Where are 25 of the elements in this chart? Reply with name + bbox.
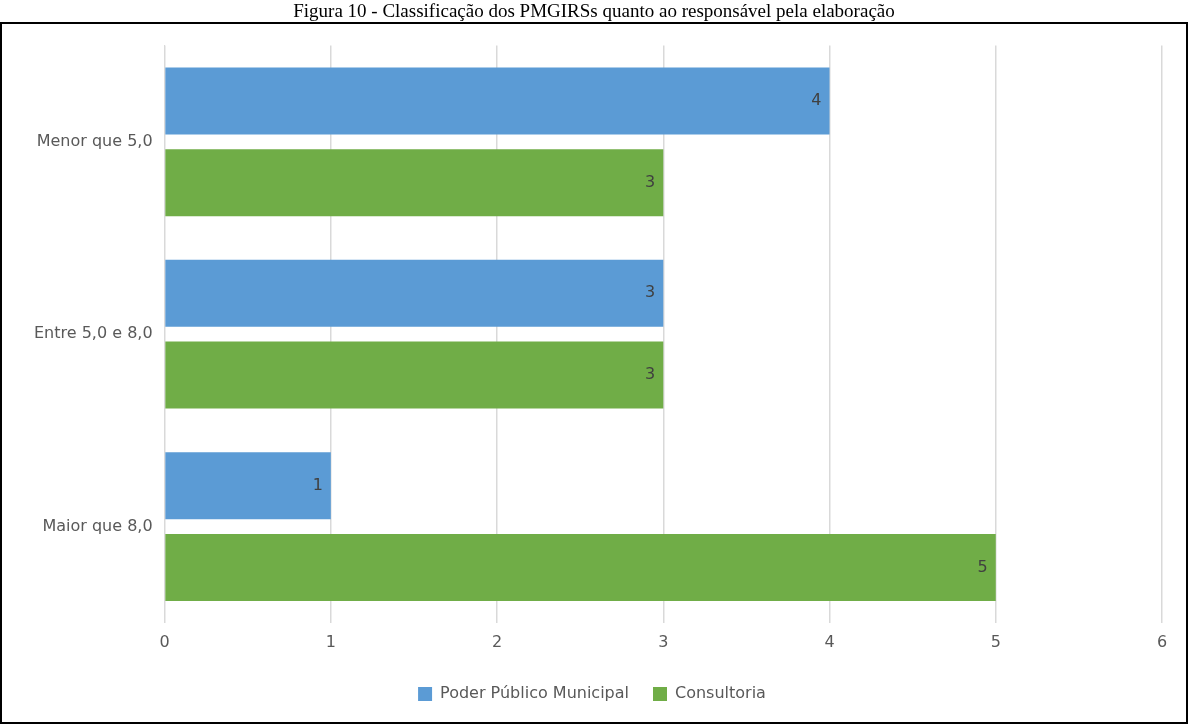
data-label: 1	[312, 474, 323, 494]
bar	[165, 533, 996, 602]
chart-title: Figura 10 - Classificação dos PMGIRSs quanto ao responsável pela elaboração	[292, 0, 896, 22]
x-tick-label: 5	[990, 631, 1001, 651]
y-tick-label: Menor que 5,0	[36, 130, 153, 150]
legend-label: Consultoria	[675, 683, 766, 703]
y-tick-label: Maior que 8,0	[42, 515, 153, 535]
y-tick-label: Entre 5,0 e 8,0	[33, 323, 153, 343]
data-label: 3	[645, 282, 656, 302]
data-label: 3	[645, 364, 656, 384]
x-tick-label: 6	[1156, 631, 1168, 651]
bar	[165, 149, 664, 217]
bar	[165, 341, 664, 409]
legend-label: Poder Público Municipal	[440, 683, 630, 703]
data-label: 4	[811, 90, 822, 110]
x-tick-label: 3	[658, 631, 669, 651]
bar	[165, 259, 664, 327]
x-tick-label: 2	[491, 631, 503, 651]
x-tick-label: 1	[325, 631, 336, 651]
x-tick-label: 4	[824, 631, 835, 651]
x-tick-label: 0	[159, 631, 170, 651]
bar	[165, 67, 830, 135]
data-label: 3	[645, 171, 656, 191]
bar	[165, 452, 331, 520]
data-label: 5	[977, 556, 988, 576]
